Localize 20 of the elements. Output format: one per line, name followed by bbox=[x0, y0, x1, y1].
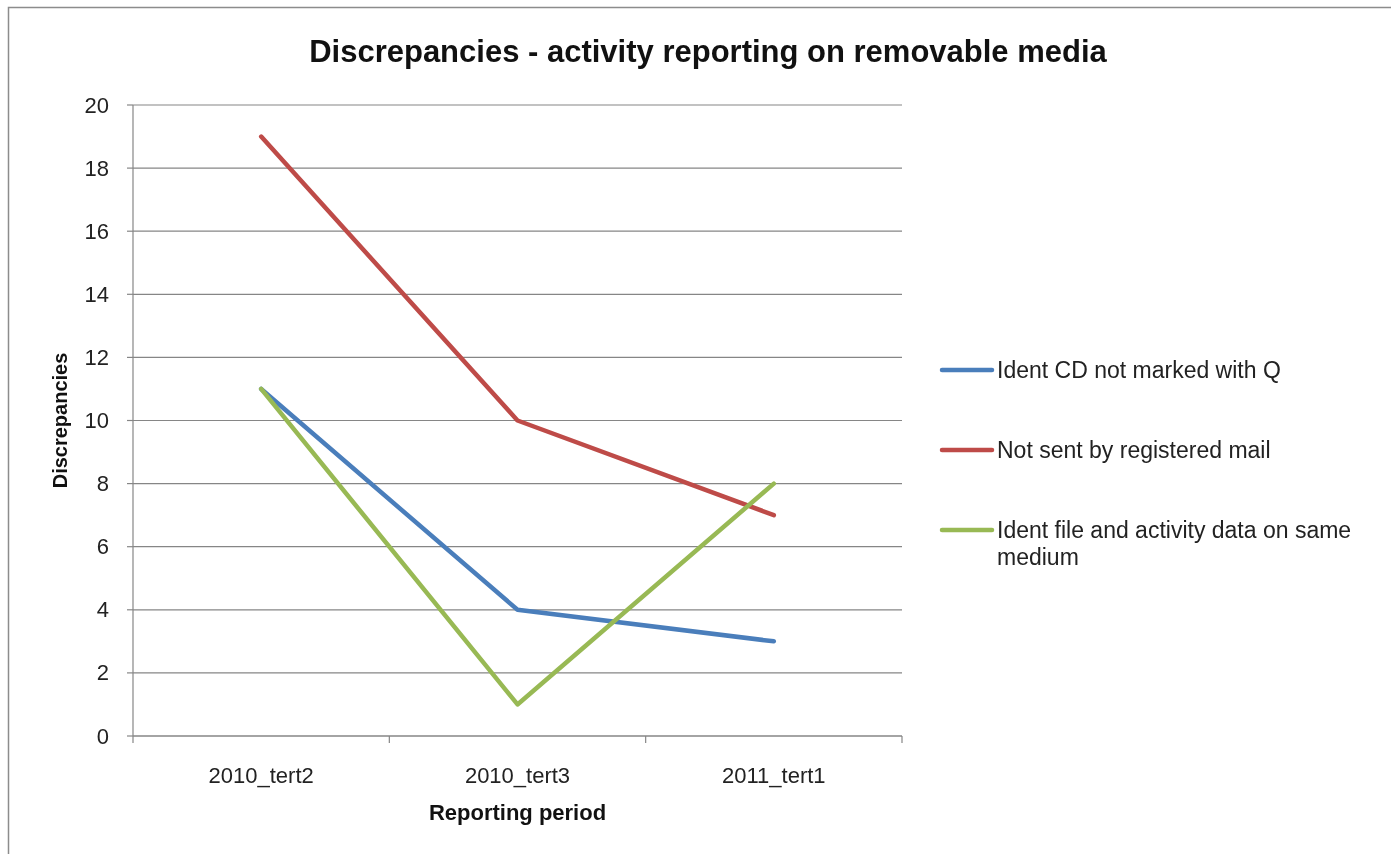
y-tick-label: 20 bbox=[84, 92, 109, 118]
y-tick-label: 10 bbox=[84, 408, 109, 433]
y-tick-label: 0 bbox=[96, 723, 109, 749]
x-tick-label: 2010_tert3 bbox=[464, 762, 571, 788]
y-tick-label: 2 bbox=[96, 660, 109, 686]
legend-label: Ident file and activity data on same medium bbox=[997, 517, 1352, 570]
y-axis-title: Discrepancies bbox=[49, 352, 71, 489]
y-tick-label: 8 bbox=[96, 471, 109, 497]
x-tick-label: 2011_tert1 bbox=[722, 762, 826, 788]
chart-title: Discrepancies - activity reporting on removable media bbox=[309, 34, 1108, 69]
y-tick-label: 4 bbox=[96, 597, 109, 623]
y-tick-label: 12 bbox=[84, 344, 109, 370]
x-axis-title: Reporting period bbox=[428, 799, 607, 825]
y-tick-label: 16 bbox=[84, 218, 109, 244]
legend-label: Ident CD not marked with Q bbox=[997, 357, 1281, 383]
y-tick-label: 6 bbox=[96, 534, 109, 560]
y-tick-label: 14 bbox=[84, 281, 109, 307]
y-tick-label: 18 bbox=[84, 155, 109, 181]
x-tick-label: 2010_tert2 bbox=[208, 762, 314, 788]
legend-label: Not sent by registered mail bbox=[997, 437, 1271, 463]
